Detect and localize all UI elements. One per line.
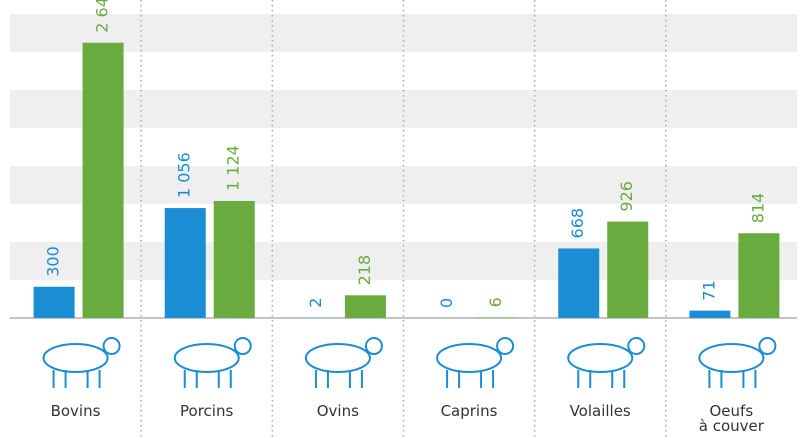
value-label: 668: [568, 208, 587, 239]
bar: [345, 295, 386, 318]
bar: [689, 311, 730, 318]
icon-head: [628, 338, 644, 354]
value-label: 6: [486, 297, 505, 307]
x-tick-label: Volailles: [535, 404, 666, 419]
value-label: 300: [44, 246, 63, 277]
x-tick-label: Oeufs à couver: [666, 404, 797, 434]
bar: [34, 287, 75, 318]
icon: [175, 338, 251, 388]
icon: [44, 338, 120, 388]
value-label: 1 124: [224, 145, 243, 191]
icon-body: [699, 344, 763, 372]
bar: [607, 222, 648, 318]
bar: [558, 248, 599, 318]
value-label: 926: [617, 181, 636, 212]
plot: 300 2 644 1 056 1 124 2 218 0 6 668 926 71 814: [0, 0, 803, 437]
x-tick-label: Bovins: [10, 404, 141, 419]
icon-head: [497, 338, 513, 354]
bar: [476, 317, 517, 318]
icon-head: [104, 338, 120, 354]
icon-body: [44, 344, 108, 372]
icon: [568, 338, 644, 388]
value-label: 0: [437, 298, 456, 308]
value-label: 218: [355, 255, 374, 286]
icon-head: [366, 338, 382, 354]
bar: [83, 43, 124, 318]
icon-body: [568, 344, 632, 372]
x-tick-label: Ovins: [272, 404, 403, 419]
icon: [306, 338, 382, 388]
icon-head: [759, 338, 775, 354]
value-label: 814: [748, 193, 767, 224]
icon: [699, 338, 775, 388]
icon: [437, 338, 513, 388]
icon-head: [235, 338, 251, 354]
icon-body: [306, 344, 370, 372]
x-tick-label: Caprins: [404, 404, 535, 419]
bar: [214, 201, 255, 318]
chart: 300 2 644 1 056 1 124 2 218 0 6 668 926 71 814 Bovi…: [0, 0, 803, 437]
icon-body: [175, 344, 239, 372]
bar: [738, 233, 779, 318]
value-label: 71: [699, 280, 718, 300]
icon-body: [437, 344, 501, 372]
x-tick-label: Porcins: [141, 404, 272, 419]
value-label: 1 056: [175, 152, 194, 198]
bar: [165, 208, 206, 318]
value-label: 2: [306, 298, 325, 308]
value-label: 2 644: [93, 0, 112, 33]
